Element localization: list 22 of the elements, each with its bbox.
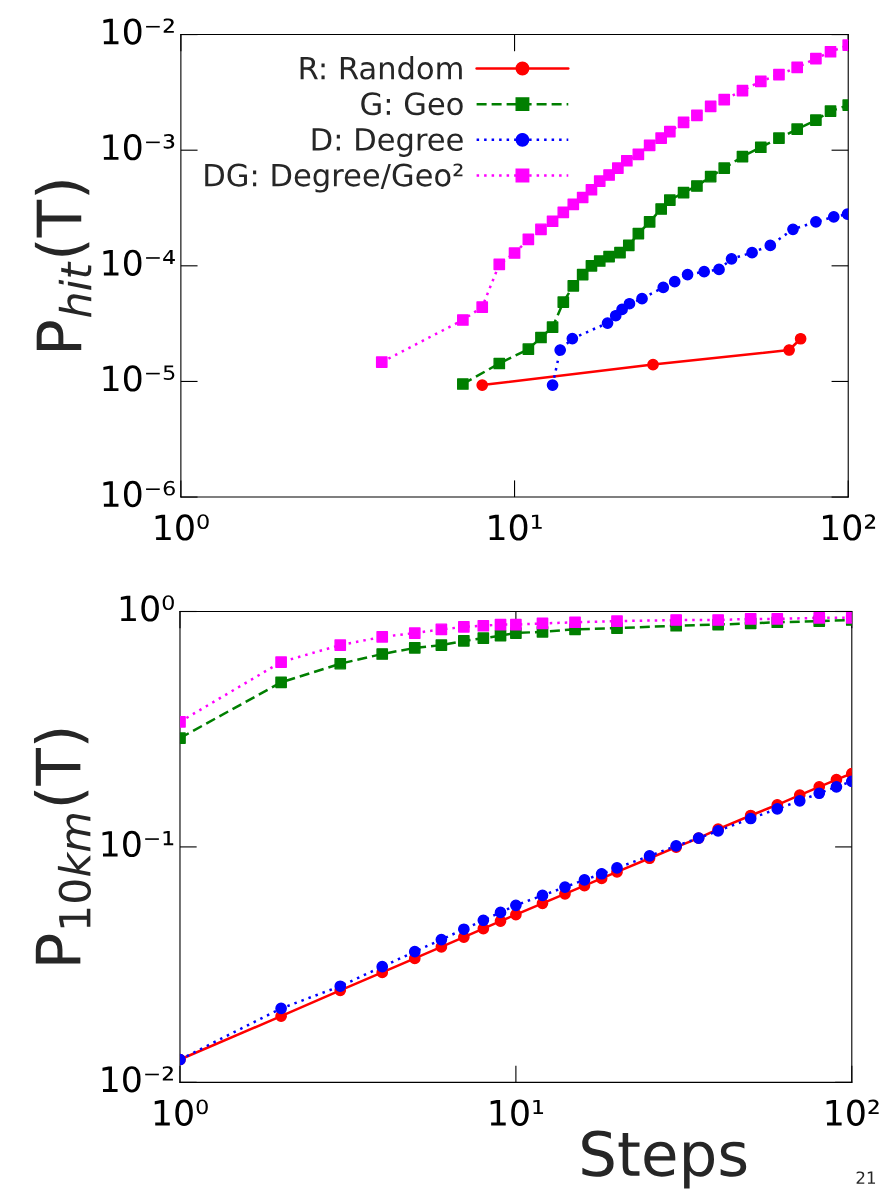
text: 21 bbox=[856, 1171, 876, 1184]
y-tick-label: 10⁻² bbox=[103, 18, 174, 45]
x-tick-label: 10¹ bbox=[490, 1099, 544, 1126]
legend-label: DG: Degree/Geo² bbox=[205, 163, 463, 193]
y-tick-label: 10⁰ bbox=[120, 595, 174, 622]
x-tick-label: 10⁰ bbox=[155, 514, 209, 541]
x-tick-label: 10² bbox=[822, 514, 876, 541]
legend-label: D: Degree bbox=[312, 128, 463, 157]
y-tick-label: 10⁻² bbox=[102, 1066, 173, 1093]
y-tick-label: 10⁻¹ bbox=[102, 830, 174, 857]
y-tick-label: 10⁻³ bbox=[103, 134, 175, 161]
legend-label: R: Random bbox=[300, 55, 462, 80]
y-tick-label: 10⁻⁶ bbox=[103, 480, 175, 508]
x-tick-label: 10¹ bbox=[489, 514, 542, 541]
x-tick-label: 10⁰ bbox=[154, 1099, 208, 1126]
x-axis-title: Steps bbox=[582, 1130, 747, 1189]
legend-label: G: Geo bbox=[361, 92, 463, 116]
y-axis-title: P$_{10km}$(T) bbox=[33, 729, 91, 964]
y-tick-label: 10⁻⁴ bbox=[103, 249, 175, 276]
y-tick-label: 10⁻⁵ bbox=[103, 365, 175, 392]
x-tick-label: 10² bbox=[826, 1099, 879, 1126]
y-axis-title: P$_{hit}$(T) bbox=[34, 181, 92, 350]
